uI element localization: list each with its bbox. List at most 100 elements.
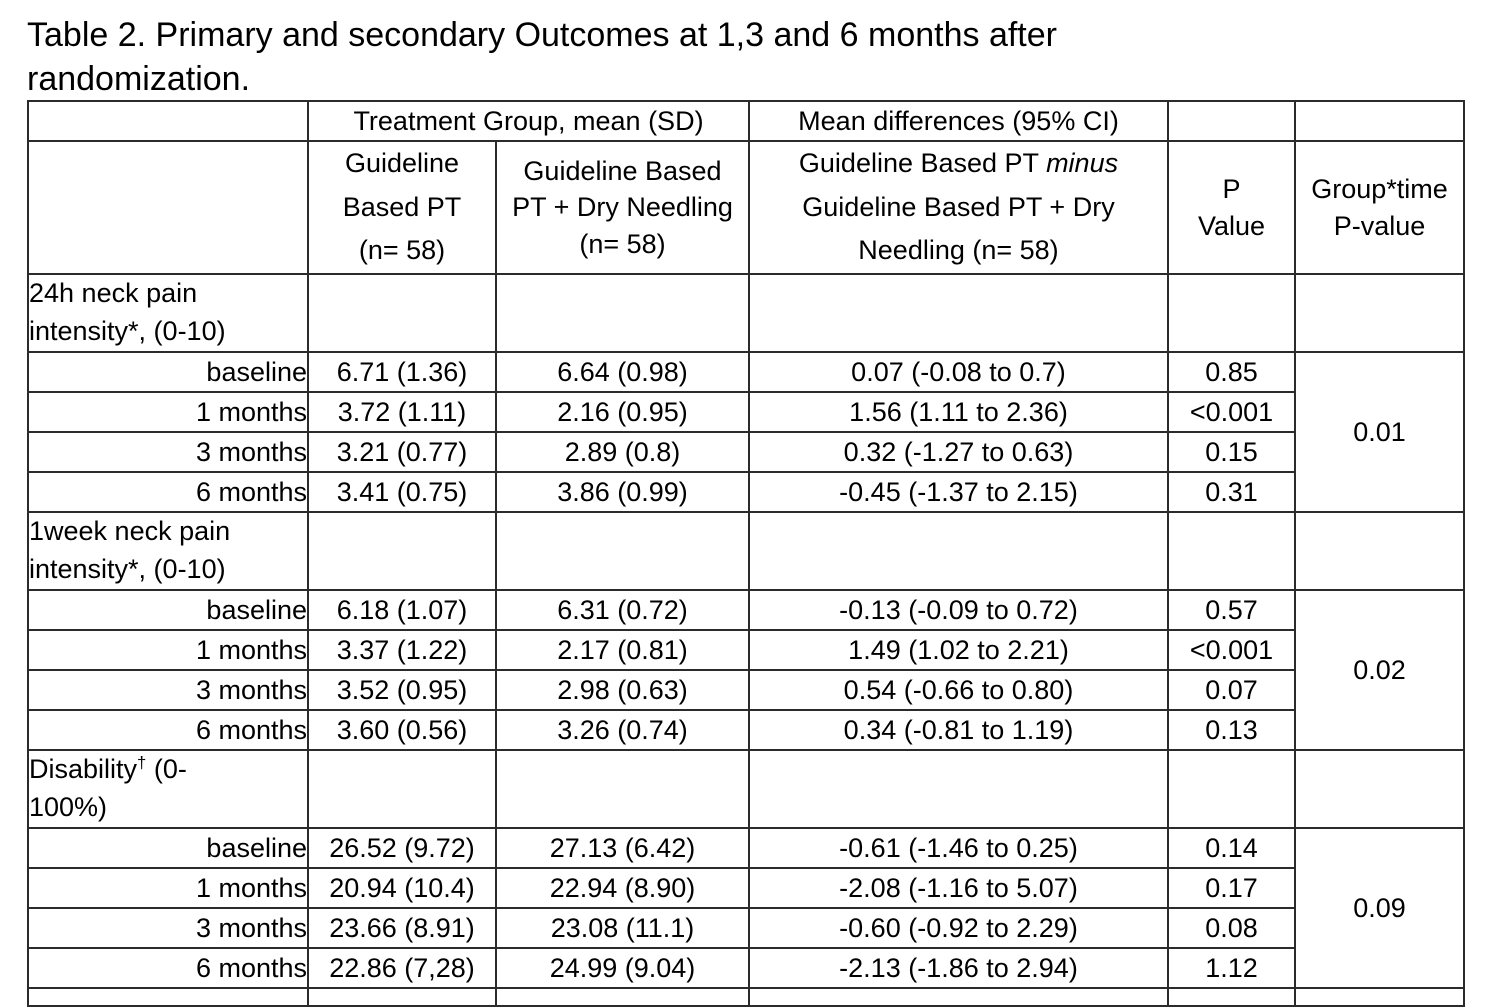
col-header-mean-diff-detail: Guideline Based PT minus Guideline Based … — [748, 139, 1169, 276]
section-label-cell: Disability† (0- 100%) — [27, 749, 309, 830]
value-cell-pt-dn: 2.17 (0.81) — [495, 629, 750, 672]
section-header-row: Disability† (0- 100%) — [27, 749, 1465, 830]
time-label-cell: 6 months — [27, 947, 309, 990]
empty-cell — [27, 100, 309, 142]
empty-cell — [307, 987, 497, 1007]
value-cell-pt-dn: 3.26 (0.74) — [495, 709, 750, 752]
time-label-cell: baseline — [27, 827, 309, 870]
mean-diff-cell: -0.13 (-0.09 to 0.72) — [748, 589, 1169, 632]
p-value-cell: 0.31 — [1167, 471, 1296, 514]
col-header-guideline-pt-dn: Guideline Based PT + Dry Needling (n= 58) — [495, 139, 750, 276]
value-cell-pt-dn: 2.98 (0.63) — [495, 669, 750, 712]
table-row: baseline 26.52 (9.72) 27.13 (6.42) -0.61 (-… — [27, 827, 1465, 990]
mean-diff-cell: -2.13 (-1.86 to 2.94) — [748, 947, 1169, 990]
group-time-p-cell: 0.02 — [1294, 589, 1465, 752]
empty-cell — [1294, 987, 1465, 1007]
empty-cell — [495, 273, 750, 354]
section-header-row: 24h neck pain intensity*, (0-10) — [27, 273, 1465, 354]
value-cell-pt: 22.86 (7,28) — [307, 947, 497, 990]
mean-diff-cell: 1.49 (1.02 to 2.21) — [748, 629, 1169, 672]
empty-cell — [1167, 511, 1296, 592]
value-cell-pt-dn: 2.89 (0.8) — [495, 431, 750, 474]
table-row: baseline 6.71 (1.36) 6.64 (0.98) 0.07 (-0.0… — [27, 351, 1465, 514]
outcomes-table: Treatment Group, mean (SD) Mean differen… — [27, 100, 1465, 1007]
time-label-cell: 3 months — [27, 431, 309, 474]
time-label-cell: 1 months — [27, 391, 309, 434]
table-row: 1 months 3.37 (1.22) 2.17 (0.81) 1.49 (1.02… — [27, 629, 1464, 672]
mean-diff-cell: 0.07 (-0.08 to 0.7) — [748, 351, 1169, 394]
group-time-p-cell: 0.01 — [1294, 351, 1465, 514]
table-row: 1 months 3.72 (1.11) 2.16 (0.95) 1.56 (1.11… — [27, 391, 1464, 434]
group-time-p-cell: 0.09 — [1294, 827, 1465, 990]
value-cell-pt-dn: 6.31 (0.72) — [495, 589, 750, 632]
p-value-cell: 0.14 — [1167, 827, 1296, 870]
value-cell-pt: 3.60 (0.56) — [307, 709, 497, 752]
value-cell-pt-dn: 27.13 (6.42) — [495, 827, 750, 870]
mean-diff-cell: -2.08 (-1.16 to 5.07) — [748, 867, 1169, 910]
empty-cell — [495, 511, 750, 592]
mean-diff-cell: -0.61 (-1.46 to 0.25) — [748, 827, 1169, 870]
p-value-cell: <0.001 — [1167, 629, 1296, 672]
time-label-cell: baseline — [27, 589, 309, 632]
empty-cell — [307, 749, 497, 830]
value-cell-pt: 3.21 (0.77) — [307, 431, 497, 474]
empty-cell — [495, 987, 750, 1007]
table-row: 3 months 23.66 (8.91) 23.08 (11.1) -0.60 (-… — [27, 907, 1464, 950]
p-value-cell: 0.07 — [1167, 669, 1296, 712]
time-label-cell: baseline — [27, 351, 309, 394]
mean-diff-cell: 1.56 (1.11 to 2.36) — [748, 391, 1169, 434]
mean-diff-cell: 0.32 (-1.27 to 0.63) — [748, 431, 1169, 474]
value-cell-pt: 6.18 (1.07) — [307, 589, 497, 632]
empty-cell — [748, 749, 1169, 830]
time-label-cell: 6 months — [27, 471, 309, 514]
table-row: 6 months 3.41 (0.75) 3.86 (0.99) -0.45 (-1.… — [27, 471, 1464, 514]
value-cell-pt-dn: 6.64 (0.98) — [495, 351, 750, 394]
value-cell-pt: 26.52 (9.72) — [307, 827, 497, 870]
p-value-cell: 0.17 — [1167, 867, 1296, 910]
partial-row — [27, 987, 1465, 1007]
value-cell-pt: 3.52 (0.95) — [307, 669, 497, 712]
empty-cell — [1167, 100, 1296, 142]
value-cell-pt-dn: 23.08 (11.1) — [495, 907, 750, 950]
empty-cell — [307, 273, 497, 354]
empty-cell — [1294, 511, 1465, 592]
empty-cell — [1294, 749, 1465, 830]
mean-diff-cell: -0.60 (-0.92 to 2.29) — [748, 907, 1169, 950]
empty-cell — [1294, 273, 1465, 354]
table-row: 6 months 3.60 (0.56) 3.26 (0.74) 0.34 (-0.8… — [27, 709, 1464, 752]
col-header-p-value: P Value — [1167, 139, 1296, 276]
p-value-cell: 1.12 — [1167, 947, 1296, 990]
value-cell-pt-dn: 24.99 (9.04) — [495, 947, 750, 990]
table-row: 6 months 22.86 (7,28) 24.99 (9.04) -2.13 (-… — [27, 947, 1464, 990]
value-cell-pt: 20.94 (10.4) — [307, 867, 497, 910]
time-label-cell: 3 months — [27, 669, 309, 712]
table-row: 1 months 20.94 (10.4) 22.94 (8.90) -2.08 (-… — [27, 867, 1464, 910]
p-value-cell: 0.85 — [1167, 351, 1296, 394]
empty-cell — [1167, 749, 1296, 830]
value-cell-pt-dn: 2.16 (0.95) — [495, 391, 750, 434]
table-row: 3 months 3.52 (0.95) 2.98 (0.63) 0.54 (-0.6… — [27, 669, 1464, 712]
empty-cell — [307, 511, 497, 592]
col-header-group-time-p: Group*time P-value — [1294, 139, 1465, 276]
col-header-treatment-group: Treatment Group, mean (SD) — [307, 100, 750, 142]
time-label-cell: 1 months — [27, 629, 309, 672]
p-value-cell: 0.57 — [1167, 589, 1296, 632]
empty-cell — [27, 139, 309, 276]
mean-diff-cell: 0.34 (-0.81 to 1.19) — [748, 709, 1169, 752]
empty-cell — [1167, 987, 1296, 1007]
section-label-cell: 24h neck pain intensity*, (0-10) — [27, 273, 309, 354]
empty-cell — [1167, 273, 1296, 354]
p-value-cell: <0.001 — [1167, 391, 1296, 434]
empty-cell — [495, 749, 750, 830]
table-row: baseline 6.18 (1.07) 6.31 (0.72) -0.13 (-0.… — [27, 589, 1465, 752]
empty-cell — [27, 987, 309, 1007]
empty-cell — [748, 511, 1169, 592]
value-cell-pt: 3.37 (1.22) — [307, 629, 497, 672]
time-label-cell: 1 months — [27, 867, 309, 910]
section-label-cell: 1week neck pain intensity*, (0-10) — [27, 511, 309, 592]
value-cell-pt: 3.41 (0.75) — [307, 471, 497, 514]
empty-cell — [1294, 100, 1465, 142]
empty-cell — [748, 987, 1169, 1007]
value-cell-pt: 6.71 (1.36) — [307, 351, 497, 394]
col-header-guideline-pt: Guideline Based PT (n= 58) — [307, 139, 497, 276]
